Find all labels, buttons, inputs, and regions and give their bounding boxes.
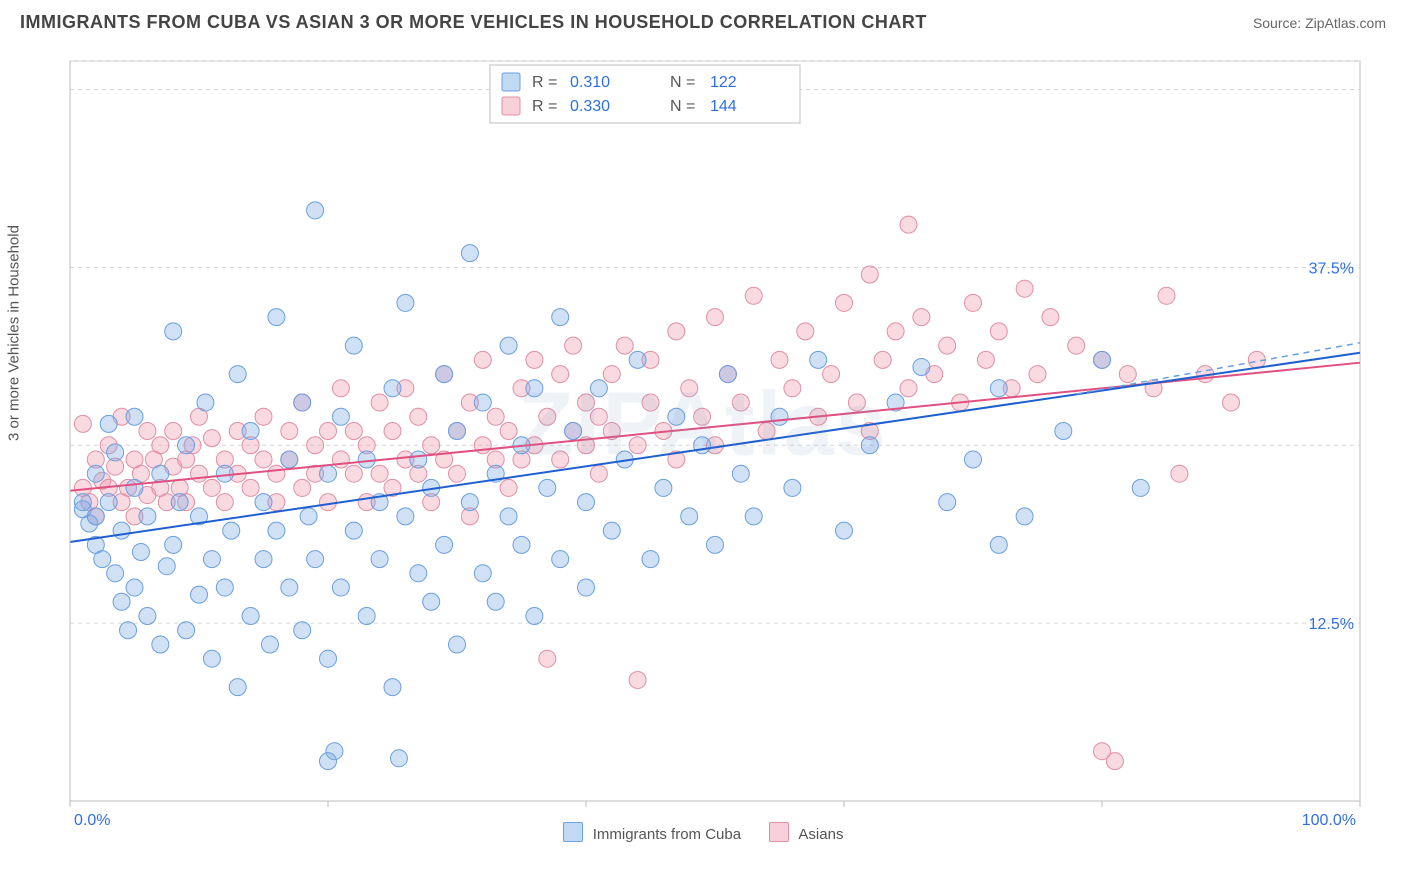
legend-item-asians: Asians xyxy=(769,822,843,843)
legend-label-asians: Asians xyxy=(798,826,843,843)
svg-text:12.5%: 12.5% xyxy=(1309,616,1354,633)
svg-text:144: 144 xyxy=(710,98,737,115)
chart-container: 3 or more Vehicles in Household ZIPAtlas… xyxy=(20,41,1386,841)
svg-text:R =: R = xyxy=(532,98,557,115)
svg-text:N =: N = xyxy=(670,98,695,115)
bottom-legend: Immigrants from Cuba Asians xyxy=(20,822,1386,843)
svg-text:122: 122 xyxy=(710,74,737,91)
chart-header: IMMIGRANTS FROM CUBA VS ASIAN 3 OR MORE … xyxy=(0,0,1406,33)
source-prefix: Source: xyxy=(1253,15,1305,31)
legend-label-cuba: Immigrants from Cuba xyxy=(593,826,741,843)
legend-item-cuba: Immigrants from Cuba xyxy=(563,822,742,843)
scatter-chart: 12.5%37.5%0.0%100.0%R =0.310N =122R =0.3… xyxy=(20,41,1386,841)
svg-text:R =: R = xyxy=(532,74,557,91)
source-name: ZipAtlas.com xyxy=(1305,15,1386,31)
y-axis-title: 3 or more Vehicles in Household xyxy=(6,225,23,441)
chart-source: Source: ZipAtlas.com xyxy=(1253,15,1386,31)
legend-swatch-cuba xyxy=(563,822,583,842)
chart-title: IMMIGRANTS FROM CUBA VS ASIAN 3 OR MORE … xyxy=(20,12,927,33)
svg-text:0.310: 0.310 xyxy=(570,74,610,91)
svg-text:N =: N = xyxy=(670,74,695,91)
legend-swatch-asians xyxy=(769,822,789,842)
svg-text:37.5%: 37.5% xyxy=(1309,260,1354,277)
svg-text:0.330: 0.330 xyxy=(570,98,610,115)
